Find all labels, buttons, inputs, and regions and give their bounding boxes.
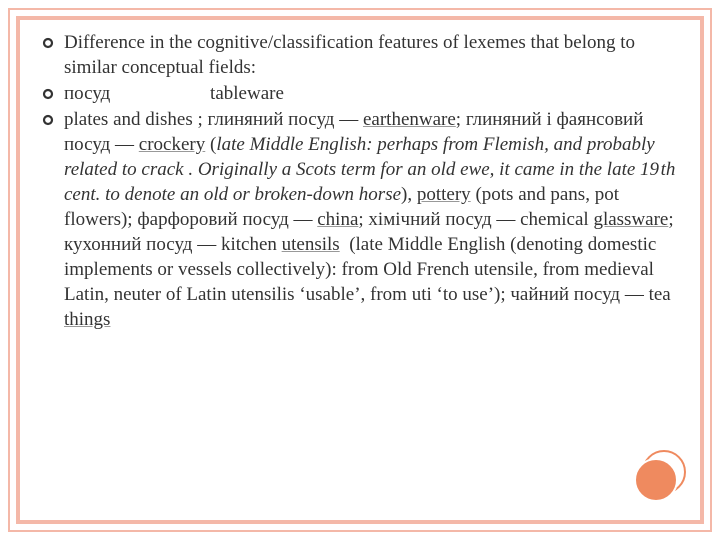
bullet-item: посуд tableware bbox=[42, 81, 678, 106]
corner-decoration bbox=[634, 458, 678, 502]
bullet-donut-icon bbox=[42, 81, 64, 106]
bullet-item: Difference in the cognitive/classificati… bbox=[42, 30, 678, 80]
bullet-donut-icon bbox=[42, 30, 64, 80]
slide-content: Difference in the cognitive/classificati… bbox=[42, 30, 678, 510]
bullet-item: plates and dishes ; глиняний посуд — ear… bbox=[42, 107, 678, 332]
bullet-donut-icon bbox=[42, 107, 64, 332]
bullet-text: посуд tableware bbox=[64, 81, 678, 106]
filled-circle-icon bbox=[634, 458, 678, 502]
bullet-text: Difference in the cognitive/classificati… bbox=[64, 30, 678, 80]
bullet-text: plates and dishes ; глиняний посуд — ear… bbox=[64, 107, 678, 332]
